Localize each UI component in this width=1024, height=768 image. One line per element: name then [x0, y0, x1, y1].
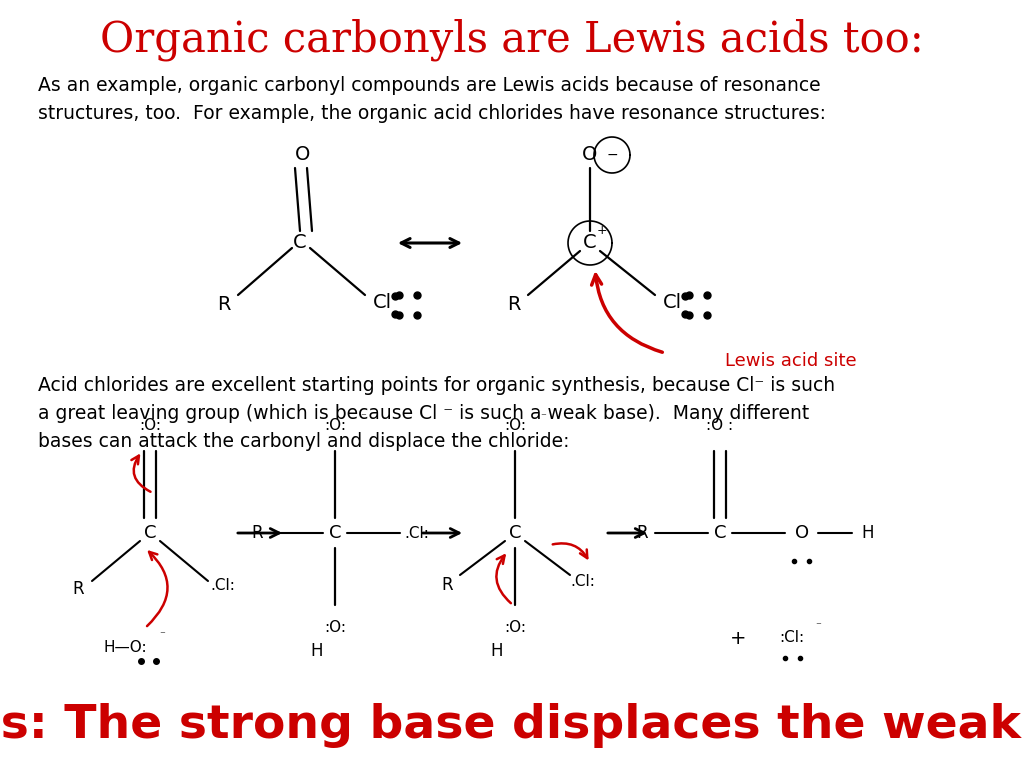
Text: ⁻: ⁻: [540, 412, 546, 422]
Text: :O:: :O:: [504, 418, 526, 432]
Text: Cl: Cl: [373, 293, 391, 313]
Text: C: C: [329, 524, 341, 542]
Text: R: R: [72, 580, 84, 598]
Text: :Cl:: :Cl:: [779, 631, 805, 645]
Text: :O :: :O :: [707, 418, 733, 432]
Text: :O:: :O:: [324, 418, 346, 432]
Text: R: R: [217, 296, 230, 315]
Text: R: R: [507, 296, 521, 315]
Text: H: H: [862, 524, 874, 542]
Text: O: O: [583, 145, 598, 164]
Text: C: C: [293, 233, 307, 253]
Text: Always: The strong base displaces the weak base.: Always: The strong base displaces the we…: [0, 703, 1024, 749]
Text: As an example, organic carbonyl compounds are Lewis acids because of resonance
s: As an example, organic carbonyl compound…: [38, 76, 826, 123]
Text: ⁻: ⁻: [159, 630, 165, 640]
Text: C: C: [143, 524, 157, 542]
Text: .Cl:: .Cl:: [211, 578, 236, 592]
Text: −: −: [606, 148, 617, 162]
Text: .Cl:: .Cl:: [404, 525, 429, 541]
Text: C: C: [584, 233, 597, 253]
Text: H: H: [310, 642, 324, 660]
Text: .Cl:: .Cl:: [570, 574, 595, 588]
Text: Cl: Cl: [663, 293, 682, 313]
Text: R: R: [636, 524, 648, 542]
Text: H: H: [490, 642, 503, 660]
Text: R: R: [251, 524, 263, 542]
Text: R: R: [441, 576, 453, 594]
Text: Lewis acid site: Lewis acid site: [725, 352, 857, 370]
Text: Acid chlorides are excellent starting points for organic synthesis, because Cl⁻ : Acid chlorides are excellent starting po…: [38, 376, 836, 451]
Text: :O:: :O:: [324, 621, 346, 635]
Text: +: +: [597, 224, 607, 237]
Text: +: +: [730, 628, 746, 647]
Text: :O:: :O:: [139, 418, 161, 432]
Text: :O:: :O:: [504, 621, 526, 635]
Text: C: C: [509, 524, 521, 542]
Text: ⁻: ⁻: [360, 412, 366, 422]
Text: H—O:: H—O:: [103, 641, 146, 656]
Text: O: O: [795, 524, 809, 542]
Text: C: C: [714, 524, 726, 542]
Text: O: O: [295, 145, 310, 164]
Text: Organic carbonyls are Lewis acids too:: Organic carbonyls are Lewis acids too:: [100, 18, 924, 61]
Text: ⁻: ⁻: [815, 621, 821, 631]
